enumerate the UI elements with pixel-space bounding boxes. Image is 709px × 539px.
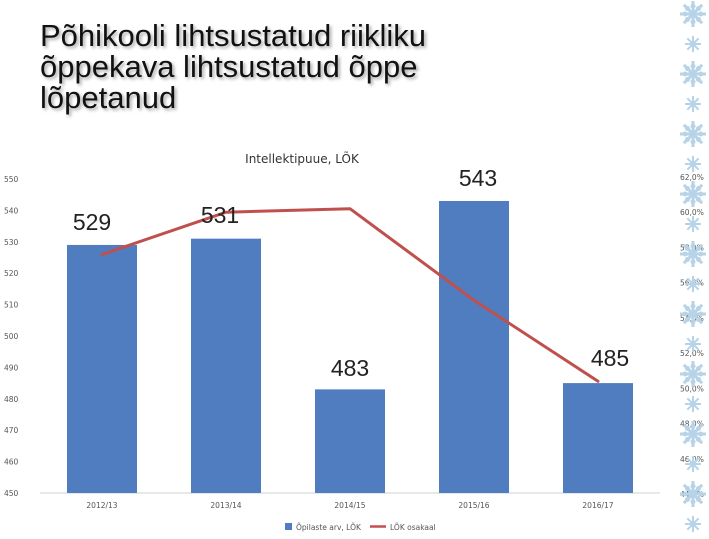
bar bbox=[67, 244, 137, 493]
snowflake-icon bbox=[685, 276, 701, 292]
title-line-2: õppekava lihtsustatud õppe bbox=[40, 49, 418, 84]
chart-title: Intellektipuue, LÕK bbox=[245, 151, 360, 166]
snowflake-icon bbox=[685, 96, 701, 112]
snowflake-icon bbox=[680, 241, 706, 267]
legend-label-line: LÕK osakaal bbox=[390, 523, 436, 532]
data-label: 529 bbox=[73, 209, 111, 235]
bar bbox=[563, 383, 633, 493]
left-axis-tick-label: 450 bbox=[4, 489, 19, 498]
right-axis-tick-label: 46,0% bbox=[680, 455, 704, 464]
right-axis-tick-label: 50,0% bbox=[680, 384, 704, 393]
x-axis-tick-label: 2012/13 bbox=[86, 501, 117, 510]
x-axis-tick-label: 2013/14 bbox=[210, 501, 241, 510]
data-label: 531 bbox=[201, 202, 239, 228]
snowflake-icon bbox=[680, 121, 706, 147]
snowflake-icon bbox=[680, 361, 706, 387]
bar bbox=[191, 238, 261, 493]
left-axis-tick-label: 500 bbox=[4, 332, 19, 341]
snowflake-icon bbox=[685, 396, 701, 412]
left-axis-tick-label: 510 bbox=[4, 301, 19, 310]
page-title: Põhikooli lihtsustatud riikliku õppekava… bbox=[40, 20, 600, 113]
snowflake-icon bbox=[680, 181, 706, 207]
snowflake-border bbox=[680, 1, 706, 532]
snowflake-icon bbox=[680, 481, 706, 507]
left-axis-tick-label: 530 bbox=[4, 238, 19, 247]
right-axis-tick-label: 62,0% bbox=[680, 173, 704, 182]
title-line-1: Põhikooli lihtsustatud riikliku bbox=[40, 18, 426, 53]
snowflake-icon bbox=[685, 216, 701, 232]
x-axis-tick-label: 2014/15 bbox=[334, 501, 365, 510]
x-axis-tick-label: 2016/17 bbox=[582, 501, 613, 510]
left-axis-tick-label: 550 bbox=[4, 175, 19, 184]
right-axis-tick-label: 60,0% bbox=[680, 208, 704, 217]
left-axis-tick-label: 520 bbox=[4, 269, 19, 278]
snowflake-icon bbox=[680, 421, 706, 447]
left-axis-tick-label: 540 bbox=[4, 206, 19, 215]
left-axis-tick-label: 460 bbox=[4, 458, 19, 467]
snowflake-icon bbox=[685, 336, 701, 352]
data-label: 485 bbox=[591, 345, 629, 371]
snowflake-icon bbox=[685, 456, 701, 472]
snowflake-icon bbox=[685, 516, 701, 532]
snowflake-icon bbox=[680, 1, 706, 27]
data-label: 483 bbox=[331, 355, 369, 381]
snowflake-icon bbox=[685, 36, 701, 52]
bar bbox=[439, 200, 509, 494]
x-axis-tick-label: 2015/16 bbox=[458, 501, 489, 510]
legend-swatch-bars bbox=[285, 523, 292, 530]
title-line-3: lõpetanud bbox=[40, 80, 177, 115]
left-axis-tick-label: 470 bbox=[4, 426, 19, 435]
left-axis-tick-label: 490 bbox=[4, 363, 19, 372]
snowflake-icon bbox=[685, 156, 701, 172]
bar bbox=[315, 389, 385, 493]
data-label: 543 bbox=[459, 165, 497, 191]
snowflake-icon bbox=[680, 61, 706, 87]
legend-label-bars: Õpilaste arv, LÕK bbox=[296, 523, 362, 532]
snowflake-icon bbox=[680, 301, 706, 327]
left-axis-tick-label: 480 bbox=[4, 395, 19, 404]
right-axis-tick-label: 52,0% bbox=[680, 349, 704, 358]
